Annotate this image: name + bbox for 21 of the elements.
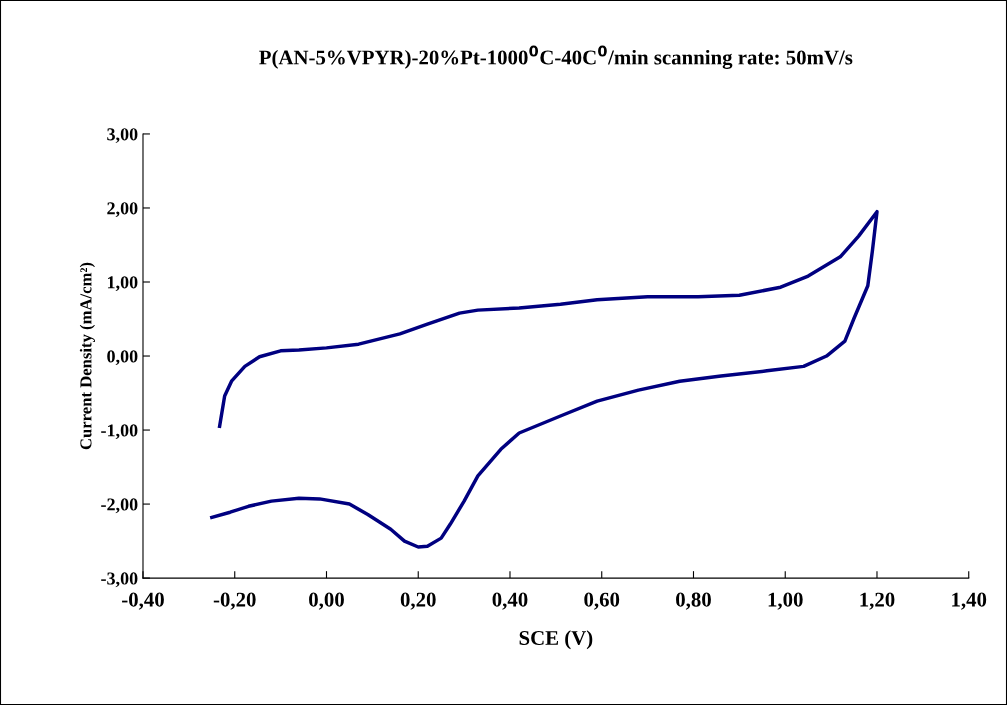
- x-tick-label: 1,00: [768, 592, 803, 610]
- line-series: [210, 209, 879, 549]
- x-tick-label: 0,00: [309, 592, 344, 610]
- x-tick-label: -0,40: [122, 592, 164, 610]
- x-axis-title: SCE (V): [519, 630, 593, 650]
- y-tick-label: -3,00: [101, 572, 138, 588]
- y-tick-label: 1,00: [107, 276, 138, 292]
- x-tick-label: -0,20: [213, 592, 256, 610]
- y-tick-label: -2,00: [101, 498, 138, 514]
- chart-title: P(AN-5%VPYR)-20%Pt-1000$^{0}$C-40C$^{0}$/min scanning rate: 50mV/s: [259, 45, 853, 69]
- x-tick-label: 0,60: [584, 592, 620, 610]
- y-tick-label: 0,00: [107, 350, 138, 366]
- y-tick-label: 3,00: [107, 128, 138, 144]
- y-tick-label: -1,00: [101, 424, 138, 440]
- y-tick-label: 2,00: [107, 202, 138, 218]
- x-tick-label: 0,20: [400, 592, 436, 610]
- x-tick-label: 1,40: [952, 592, 987, 610]
- y-axis-title: Current Density (mA/cm²): [79, 262, 95, 450]
- x-tick-label: 0,40: [492, 592, 528, 610]
- x-tick-label: 0,80: [676, 592, 711, 610]
- x-tick-label: 1,20: [860, 592, 895, 610]
